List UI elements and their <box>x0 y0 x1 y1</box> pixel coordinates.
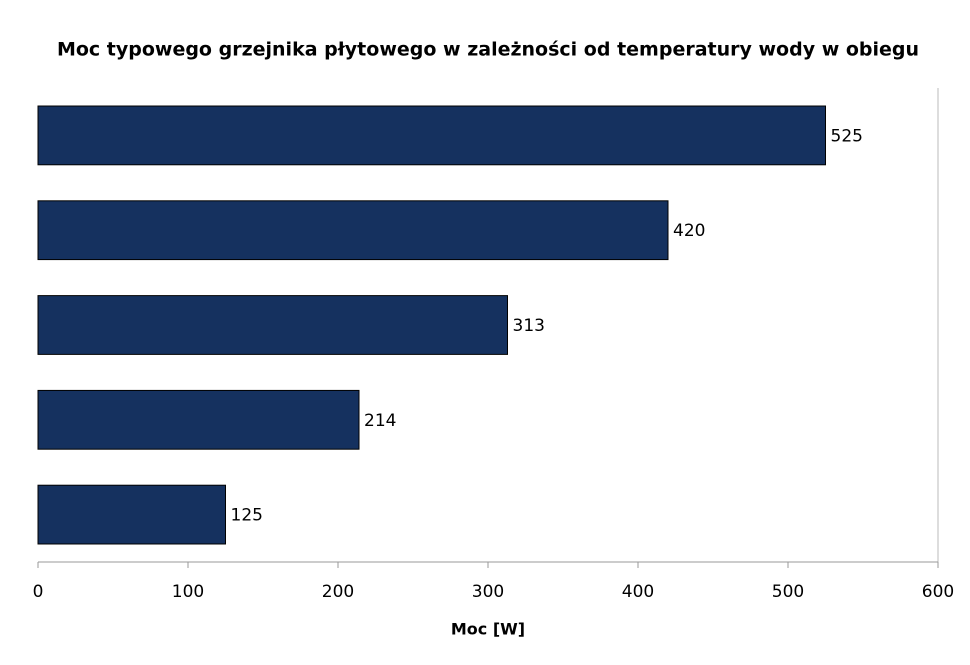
x-tick-label: 400 <box>622 582 654 602</box>
value-label: 525 <box>831 126 863 146</box>
bar <box>37 389 360 450</box>
bar <box>37 484 226 545</box>
value-label: 214 <box>364 411 396 431</box>
chart-title: Moc typowego grzejnika płytowego w zależ… <box>57 39 919 61</box>
x-tick-label: 300 <box>472 582 504 602</box>
value-label: 420 <box>673 221 705 241</box>
x-tick-label: 200 <box>322 582 354 602</box>
bar <box>37 105 826 166</box>
x-tick-label: 600 <box>922 582 954 602</box>
x-axis-title: Moc [W] <box>451 620 525 639</box>
x-tick-label: 100 <box>172 582 204 602</box>
bar <box>37 200 669 261</box>
bar <box>37 295 508 355</box>
x-tick-label: 0 <box>33 582 44 602</box>
value-label: 125 <box>231 506 263 526</box>
x-tick-label: 500 <box>772 582 804 602</box>
value-label: 313 <box>513 316 545 336</box>
